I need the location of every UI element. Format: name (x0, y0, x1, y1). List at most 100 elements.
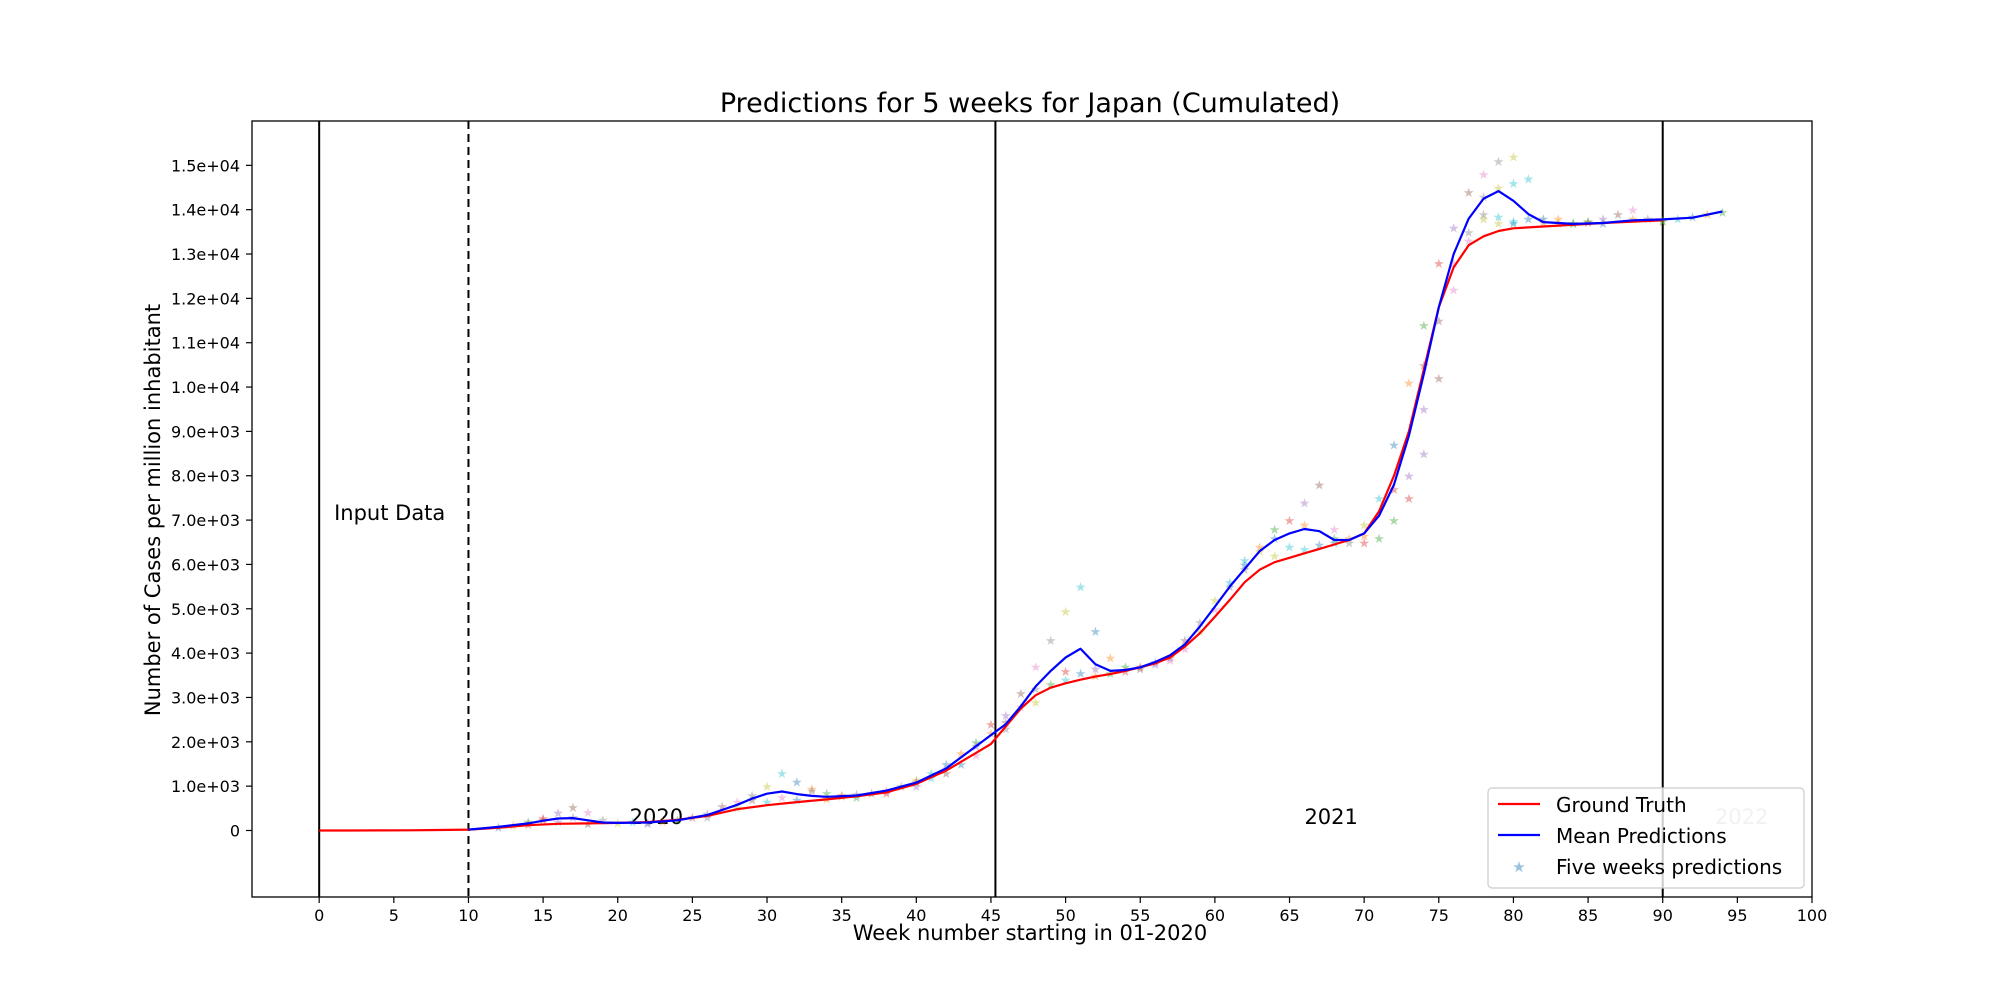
prediction-marker: ★ (1134, 663, 1146, 678)
x-tick-label: 20 (608, 906, 628, 925)
prediction-marker: ★ (1388, 439, 1400, 454)
prediction-marker: ★ (1090, 663, 1102, 678)
prediction-marker: ★ (1478, 168, 1490, 183)
y-tick-label: 1.5e+04 (171, 156, 240, 175)
prediction-marker: ★ (582, 817, 594, 832)
prediction-marker: ★ (1030, 696, 1042, 711)
annotation-0: Input Data (334, 501, 445, 525)
prediction-marker: ★ (955, 758, 967, 773)
legend-swatch-five-weeks-predictions: ★ (1512, 858, 1525, 876)
prediction-marker: ★ (970, 736, 982, 751)
x-tick-label: 35 (831, 906, 851, 925)
prediction-marker: ★ (910, 780, 922, 795)
prediction-marker: ★ (925, 771, 937, 786)
prediction-marker: ★ (851, 791, 863, 806)
annotation-1: 2020 (630, 805, 683, 829)
x-tick-label: 0 (314, 906, 324, 925)
x-tick-label: 40 (906, 906, 926, 925)
y-tick-label: 1.3e+04 (171, 245, 240, 264)
prediction-marker: ★ (1179, 634, 1191, 649)
prediction-marker: ★ (1433, 257, 1445, 272)
prediction-marker: ★ (1164, 654, 1176, 669)
prediction-marker: ★ (1119, 660, 1131, 675)
prediction-marker: ★ (1597, 213, 1609, 228)
y-tick-label: 1.4e+04 (171, 201, 240, 220)
prediction-marker: ★ (1314, 479, 1326, 494)
x-tick-label: 25 (682, 906, 702, 925)
prediction-marker: ★ (1060, 674, 1072, 689)
prediction-marker: ★ (1269, 550, 1281, 565)
prediction-marker: ★ (1508, 217, 1520, 232)
x-tick-label: 85 (1578, 906, 1598, 925)
prediction-marker: ★ (1478, 208, 1490, 223)
prediction-marker: ★ (940, 767, 952, 782)
prediction-marker: ★ (791, 793, 803, 808)
prediction-marker: ★ (1075, 667, 1087, 682)
y-tick-label: 1.1e+04 (171, 334, 240, 353)
prediction-marker: ★ (1463, 226, 1475, 241)
prediction-marker: ★ (1418, 403, 1430, 418)
y-tick-label: 3.0e+03 (171, 688, 240, 707)
prediction-marker: ★ (1418, 319, 1430, 334)
prediction-marker: ★ (1358, 519, 1370, 534)
prediction-marker: ★ (1239, 554, 1251, 569)
prediction-marker: ★ (582, 806, 594, 821)
prediction-marker: ★ (821, 787, 833, 802)
prediction-marker: ★ (806, 782, 818, 797)
prediction-marker: ★ (955, 747, 967, 762)
prediction-marker: ★ (567, 801, 579, 816)
x-tick-label: 70 (1354, 906, 1374, 925)
prediction-marker: ★ (761, 796, 773, 811)
prediction-marker: ★ (1090, 625, 1102, 640)
prediction-marker: ★ (1448, 284, 1460, 299)
y-tick-label: 0 (230, 821, 240, 840)
prediction-marker: ★ (1523, 173, 1535, 188)
prediction-marker: ★ (776, 767, 788, 782)
x-tick-label: 90 (1653, 906, 1673, 925)
prediction-marker: ★ (1314, 538, 1326, 553)
prediction-marker: ★ (1119, 665, 1131, 680)
prediction-marker: ★ (1373, 492, 1385, 507)
prediction-marker: ★ (1597, 217, 1609, 232)
y-tick-label: 1.0e+04 (171, 378, 240, 397)
prediction-marker: ★ (1239, 558, 1251, 573)
prediction-marker: ★ (1343, 536, 1355, 551)
x-tick-label: 50 (1055, 906, 1075, 925)
prediction-marker: ★ (1448, 221, 1460, 236)
prediction-marker: ★ (1672, 213, 1684, 228)
y-axis-label: Number of Cases per million inhabitant (141, 304, 165, 716)
prediction-marker: ★ (612, 817, 624, 832)
y-tick-label: 1.2e+04 (171, 289, 240, 308)
prediction-marker: ★ (1015, 687, 1027, 702)
prediction-marker: ★ (642, 817, 654, 832)
prediction-marker: ★ (1463, 186, 1475, 201)
prediction-marker: ★ (761, 780, 773, 795)
prediction-marker: ★ (1493, 210, 1505, 225)
prediction-marker: ★ (1209, 603, 1221, 618)
x-tick-label: 95 (1727, 906, 1747, 925)
prediction-marker: ★ (642, 817, 654, 832)
y-tick-label: 2.0e+03 (171, 733, 240, 752)
prediction-marker: ★ (1582, 215, 1594, 230)
legend-label-ground-truth: Ground Truth (1556, 793, 1687, 817)
y-tick-label: 5.0e+03 (171, 600, 240, 619)
prediction-marker: ★ (970, 740, 982, 755)
prediction-marker: ★ (746, 793, 758, 808)
chart-title: Predictions for 5 weeks for Japan (Cumul… (720, 88, 1340, 119)
legend-box (1487, 787, 1805, 889)
x-tick-label: 10 (458, 906, 478, 925)
plot-area: Input Data202020212022★★★★★★★★★★★★★★★★★★… (318, 121, 1768, 897)
prediction-marker: ★ (970, 749, 982, 764)
prediction-marker: ★ (1508, 177, 1520, 192)
x-tick-label: 80 (1503, 906, 1523, 925)
prediction-marker: ★ (1448, 257, 1460, 272)
prediction-marker: ★ (1493, 182, 1505, 197)
prediction-marker: ★ (1433, 372, 1445, 387)
prediction-marker: ★ (731, 796, 743, 811)
y-tick-label: 7.0e+03 (171, 511, 240, 530)
annotation-2: 2021 (1304, 805, 1357, 829)
prediction-marker: ★ (552, 807, 564, 822)
prediction-marker: ★ (1030, 660, 1042, 675)
